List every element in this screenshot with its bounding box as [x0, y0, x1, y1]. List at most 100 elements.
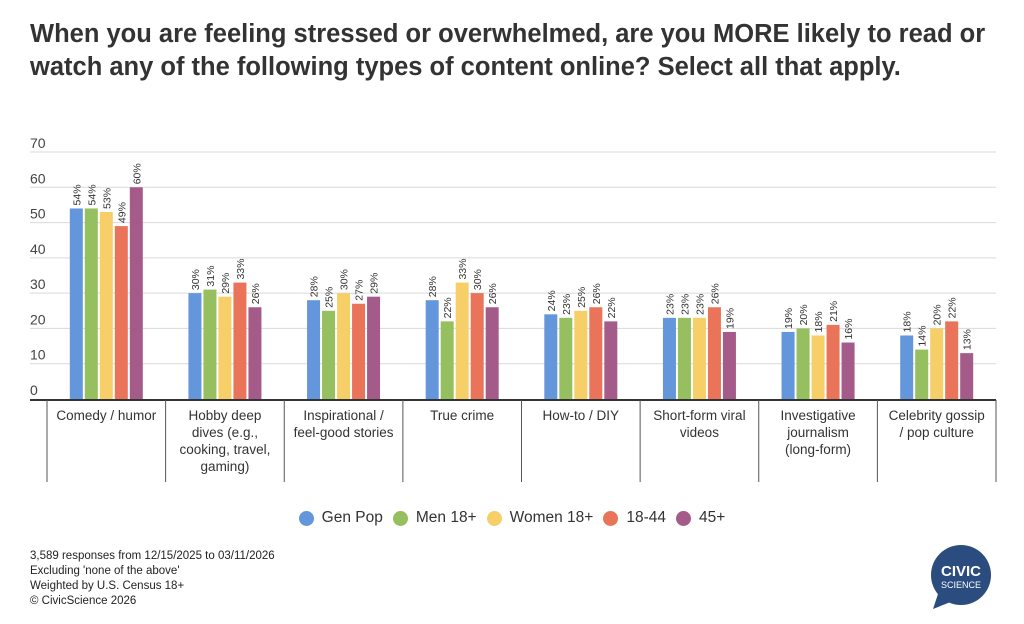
bar-women-18-: [930, 328, 944, 399]
data-label: 19%: [724, 308, 736, 329]
legend-label: Gen Pop: [321, 509, 383, 526]
data-label: 14%: [917, 326, 929, 347]
legend-label: 18-44: [626, 509, 667, 526]
bar-18-44: [945, 321, 959, 399]
data-label: 23%: [694, 294, 706, 315]
x-tick-label: (long-form): [785, 442, 851, 457]
data-label: 28%: [309, 276, 321, 297]
bar-18-44: [707, 307, 721, 399]
legend-swatch: [392, 510, 408, 526]
bar-men-18-: [915, 349, 929, 399]
x-tick-label: How-to / DIY: [543, 408, 620, 423]
bar-gen-pop: [188, 293, 202, 399]
data-label: 18%: [902, 311, 914, 332]
x-tick-label: cooking, travel,: [180, 442, 271, 457]
data-label: 20%: [932, 304, 944, 325]
data-label: 31%: [205, 266, 217, 287]
bar-gen-pop: [69, 208, 83, 399]
x-tick-label: dives (e.g.,: [192, 425, 258, 440]
data-label: 33%: [457, 259, 469, 280]
bar-women-18-: [455, 282, 469, 399]
data-label: 30%: [339, 269, 351, 290]
bar-45-: [722, 331, 736, 399]
logo-text-science: SCIENCE: [941, 580, 981, 590]
bar-gen-pop: [544, 314, 558, 399]
data-label: 33%: [235, 259, 247, 280]
data-label: 22%: [606, 297, 618, 318]
bar-men-18-: [796, 328, 810, 399]
bar-45-: [841, 342, 855, 399]
y-tick-label: 10: [30, 347, 46, 363]
x-tick-label: videos: [680, 425, 719, 440]
x-tick-label: / pop culture: [900, 425, 974, 440]
legend-item: Men 18+: [392, 509, 477, 527]
legend: Gen Pop Men 18+ Women 18+ 18-44 45+: [0, 509, 1024, 527]
data-label: 53%: [101, 188, 113, 209]
y-tick-label: 60: [30, 170, 46, 186]
x-tick-label: feel-good stories: [294, 425, 394, 440]
bar-18-44: [470, 293, 484, 399]
data-label: 23%: [679, 294, 691, 315]
legend-item: 45+: [676, 509, 725, 527]
x-tick-label: Short-form viral: [653, 408, 745, 423]
bar-men-18-: [203, 289, 217, 399]
legend-swatch: [298, 510, 314, 526]
legend-item: Women 18+: [486, 509, 594, 527]
bar-18-44: [352, 303, 366, 399]
data-label: 27%: [354, 280, 366, 301]
footnote-exclusion: Excluding 'none of the above': [30, 565, 180, 577]
data-label: 25%: [324, 287, 336, 308]
data-label: 29%: [220, 273, 232, 294]
bar-45-: [367, 296, 381, 399]
data-label: 49%: [116, 202, 128, 223]
chart-title: When you are feeling stressed or overwhe…: [30, 20, 986, 81]
data-label: 22%: [947, 297, 959, 318]
bar-men-18-: [322, 310, 336, 399]
bar-18-44: [589, 307, 603, 399]
x-tick-label: journalism: [786, 425, 849, 440]
data-label: 16%: [843, 319, 855, 340]
legend-label: Men 18+: [415, 509, 477, 526]
legend-item: Gen Pop: [298, 509, 383, 527]
x-axis: Comedy / humor Hobby deep dives (e.g., cook…: [30, 399, 997, 482]
x-tick-label: Celebrity gossip: [889, 408, 985, 423]
y-tick-label: 50: [30, 206, 46, 222]
bar-women-18-: [574, 310, 588, 399]
data-label: 26%: [709, 283, 721, 304]
bar-men-18-: [84, 208, 98, 399]
data-label: 24%: [546, 290, 558, 311]
y-tick-label: 70: [30, 135, 46, 151]
bar-gen-pop: [900, 335, 914, 399]
civicscience-logo: CIVIC SCIENCE: [931, 545, 991, 609]
data-label: 25%: [576, 287, 588, 308]
x-tick-label: Investigative: [781, 408, 856, 423]
legend-item: 18-44: [603, 509, 666, 527]
legend-swatch: [603, 510, 619, 526]
x-tick-label: True crime: [430, 408, 494, 423]
legend-label: Women 18+: [509, 509, 594, 526]
data-label: 28%: [427, 276, 439, 297]
bar-45-: [960, 353, 974, 399]
data-label: 60%: [131, 163, 143, 184]
gridlines: 0 10 20 30 40 50 60 70: [30, 135, 996, 398]
bar-45-: [485, 307, 499, 399]
y-tick-label: 40: [30, 241, 46, 257]
bar-women-18-: [692, 317, 706, 399]
bar-gen-pop: [781, 331, 795, 399]
bar-18-44: [826, 324, 840, 399]
y-tick-label: 20: [30, 311, 46, 327]
bar-45-: [604, 321, 618, 399]
bar-men-18-: [440, 321, 454, 399]
x-tick-label: gaming): [201, 459, 250, 474]
bar-18-44: [233, 282, 247, 399]
bar-gen-pop: [425, 300, 439, 399]
data-label: 26%: [487, 283, 499, 304]
data-label: 54%: [71, 184, 83, 205]
bar-45-: [248, 307, 262, 399]
legend-swatch: [486, 510, 502, 526]
data-label: 20%: [798, 304, 810, 325]
data-label: 26%: [591, 283, 603, 304]
data-label: 22%: [442, 297, 454, 318]
logo-bubble: [931, 545, 991, 605]
bar-men-18-: [559, 317, 573, 399]
